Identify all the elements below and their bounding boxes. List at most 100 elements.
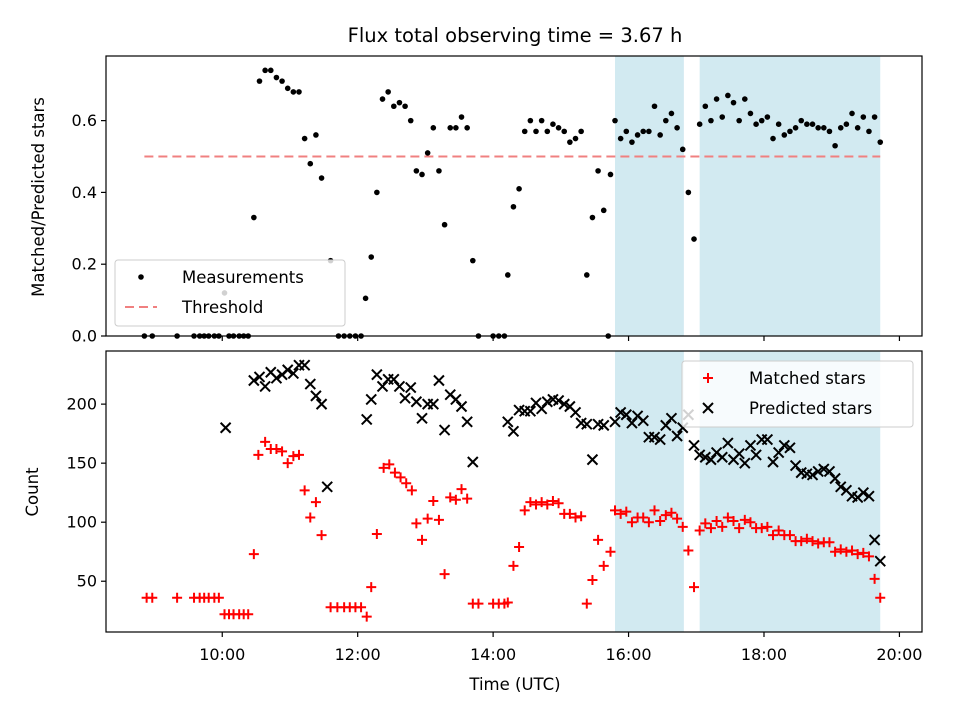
matched-stars-point bbox=[508, 560, 519, 571]
measurement-point bbox=[296, 89, 302, 95]
measurement-point bbox=[379, 96, 386, 102]
matched-stars-point bbox=[172, 592, 183, 603]
matched-stars-point bbox=[417, 534, 428, 545]
matched-stars-point bbox=[406, 485, 417, 496]
measurement-point bbox=[674, 124, 680, 131]
measurement-point bbox=[758, 117, 765, 124]
measurement-point bbox=[464, 124, 470, 131]
matched-stars-point bbox=[773, 525, 784, 536]
measurement-point bbox=[730, 99, 737, 106]
measurement-point bbox=[781, 132, 788, 138]
predicted-stars-point bbox=[688, 439, 700, 452]
predicted-stars-point bbox=[722, 437, 734, 449]
predicted-stars-point bbox=[535, 403, 548, 415]
measurement-point bbox=[430, 124, 437, 131]
measurement-point bbox=[747, 110, 754, 117]
legend-layer: Measurements Threshold Matched stars Predic… bbox=[114, 259, 914, 428]
matched-stars-point bbox=[147, 592, 158, 603]
measurement-point bbox=[617, 135, 624, 142]
matched-stars-point bbox=[858, 547, 869, 558]
legend-label: Matched stars bbox=[749, 369, 866, 388]
predicted-stars-point bbox=[784, 442, 796, 454]
measurement-point bbox=[279, 78, 285, 84]
measurement-point bbox=[301, 135, 308, 142]
matched-stars-point bbox=[395, 472, 406, 483]
measurement-point bbox=[385, 89, 391, 95]
matched-stars-point bbox=[248, 549, 259, 560]
axes-frame bbox=[105, 350, 923, 633]
measurement-point bbox=[843, 121, 850, 128]
measurement-point bbox=[561, 128, 568, 135]
predicted-stars-point bbox=[835, 481, 847, 493]
measurement-point bbox=[640, 128, 647, 135]
measurement-point bbox=[629, 139, 635, 145]
matched-stars-point bbox=[433, 514, 444, 525]
matched-stars-point bbox=[282, 458, 293, 469]
matched-stars-point bbox=[553, 498, 564, 509]
matched-stars-point bbox=[863, 551, 874, 562]
predicted-stars-point bbox=[310, 390, 322, 402]
measurement-point bbox=[764, 114, 771, 120]
predicted-stars-point bbox=[427, 398, 440, 410]
measurement-point bbox=[668, 110, 675, 117]
measurement-point bbox=[725, 92, 731, 99]
predicted-stars-point bbox=[581, 418, 593, 430]
legend-marker bbox=[703, 373, 713, 383]
matched-stars-point bbox=[462, 493, 473, 504]
measurement-point bbox=[792, 124, 799, 131]
predicted-stars-point bbox=[739, 457, 751, 469]
measurement-point bbox=[612, 117, 618, 124]
measurement-point bbox=[447, 124, 454, 131]
matched-stars-point bbox=[801, 533, 812, 544]
matched-stars-point bbox=[768, 530, 779, 541]
measurement-point bbox=[837, 124, 844, 131]
measurement-point bbox=[623, 128, 630, 135]
measurement-point bbox=[651, 103, 658, 110]
matched-stars-point bbox=[666, 507, 677, 518]
matched-stars-point bbox=[587, 575, 598, 586]
matched-stars-point bbox=[610, 505, 621, 516]
observing-interval-shade bbox=[699, 56, 881, 336]
predicted-stars-point bbox=[654, 433, 666, 446]
measurement-point bbox=[821, 124, 827, 131]
measurement-point bbox=[391, 103, 397, 110]
predicted-stars-point bbox=[388, 373, 400, 386]
predicted-stars-point bbox=[665, 412, 678, 425]
measurement-point bbox=[679, 146, 686, 153]
matched-stars-point bbox=[677, 521, 688, 532]
matched-stars-point bbox=[310, 497, 321, 508]
matched-stars-point bbox=[581, 598, 592, 609]
measurement-point bbox=[424, 150, 431, 156]
predicted-stars-point bbox=[405, 381, 417, 394]
matched-stars-point bbox=[762, 521, 773, 532]
matched-stars-point bbox=[384, 459, 395, 470]
matched-stars-point bbox=[299, 485, 310, 496]
matched-stars-point bbox=[875, 592, 886, 603]
predicted-stars-point bbox=[259, 380, 271, 393]
predicted-stars-point bbox=[467, 456, 479, 468]
legend-label: Predicted stars bbox=[749, 399, 872, 418]
matched-stars-point bbox=[536, 497, 547, 508]
matched-stars-point bbox=[807, 536, 818, 547]
predicted-stars-point bbox=[750, 449, 762, 461]
y-tick-label: 0.4 bbox=[72, 183, 97, 202]
predicted-stars-point bbox=[248, 374, 260, 387]
predicted-stars-point bbox=[253, 371, 266, 383]
legend-label: Threshold bbox=[181, 298, 263, 317]
measurement-point bbox=[521, 128, 528, 135]
predicted-stars-point bbox=[806, 469, 819, 481]
matched-stars-point bbox=[598, 560, 609, 571]
matched-stars-point bbox=[660, 510, 671, 521]
predicted-stars-point bbox=[438, 424, 451, 436]
matched-stars-point bbox=[756, 523, 767, 534]
predicted-stars-point bbox=[716, 451, 728, 463]
matched-stars-point bbox=[626, 517, 637, 528]
measurement-point bbox=[854, 124, 861, 131]
measurement-point bbox=[572, 135, 579, 142]
y-tick-label: 150 bbox=[66, 454, 97, 473]
measurement-point bbox=[736, 117, 742, 124]
matched-stars-point bbox=[542, 499, 553, 510]
y-tick-label: 0.2 bbox=[72, 255, 97, 274]
top-y-axis-label: Matched/Predicted stars bbox=[29, 97, 48, 297]
measurement-point bbox=[708, 117, 714, 124]
